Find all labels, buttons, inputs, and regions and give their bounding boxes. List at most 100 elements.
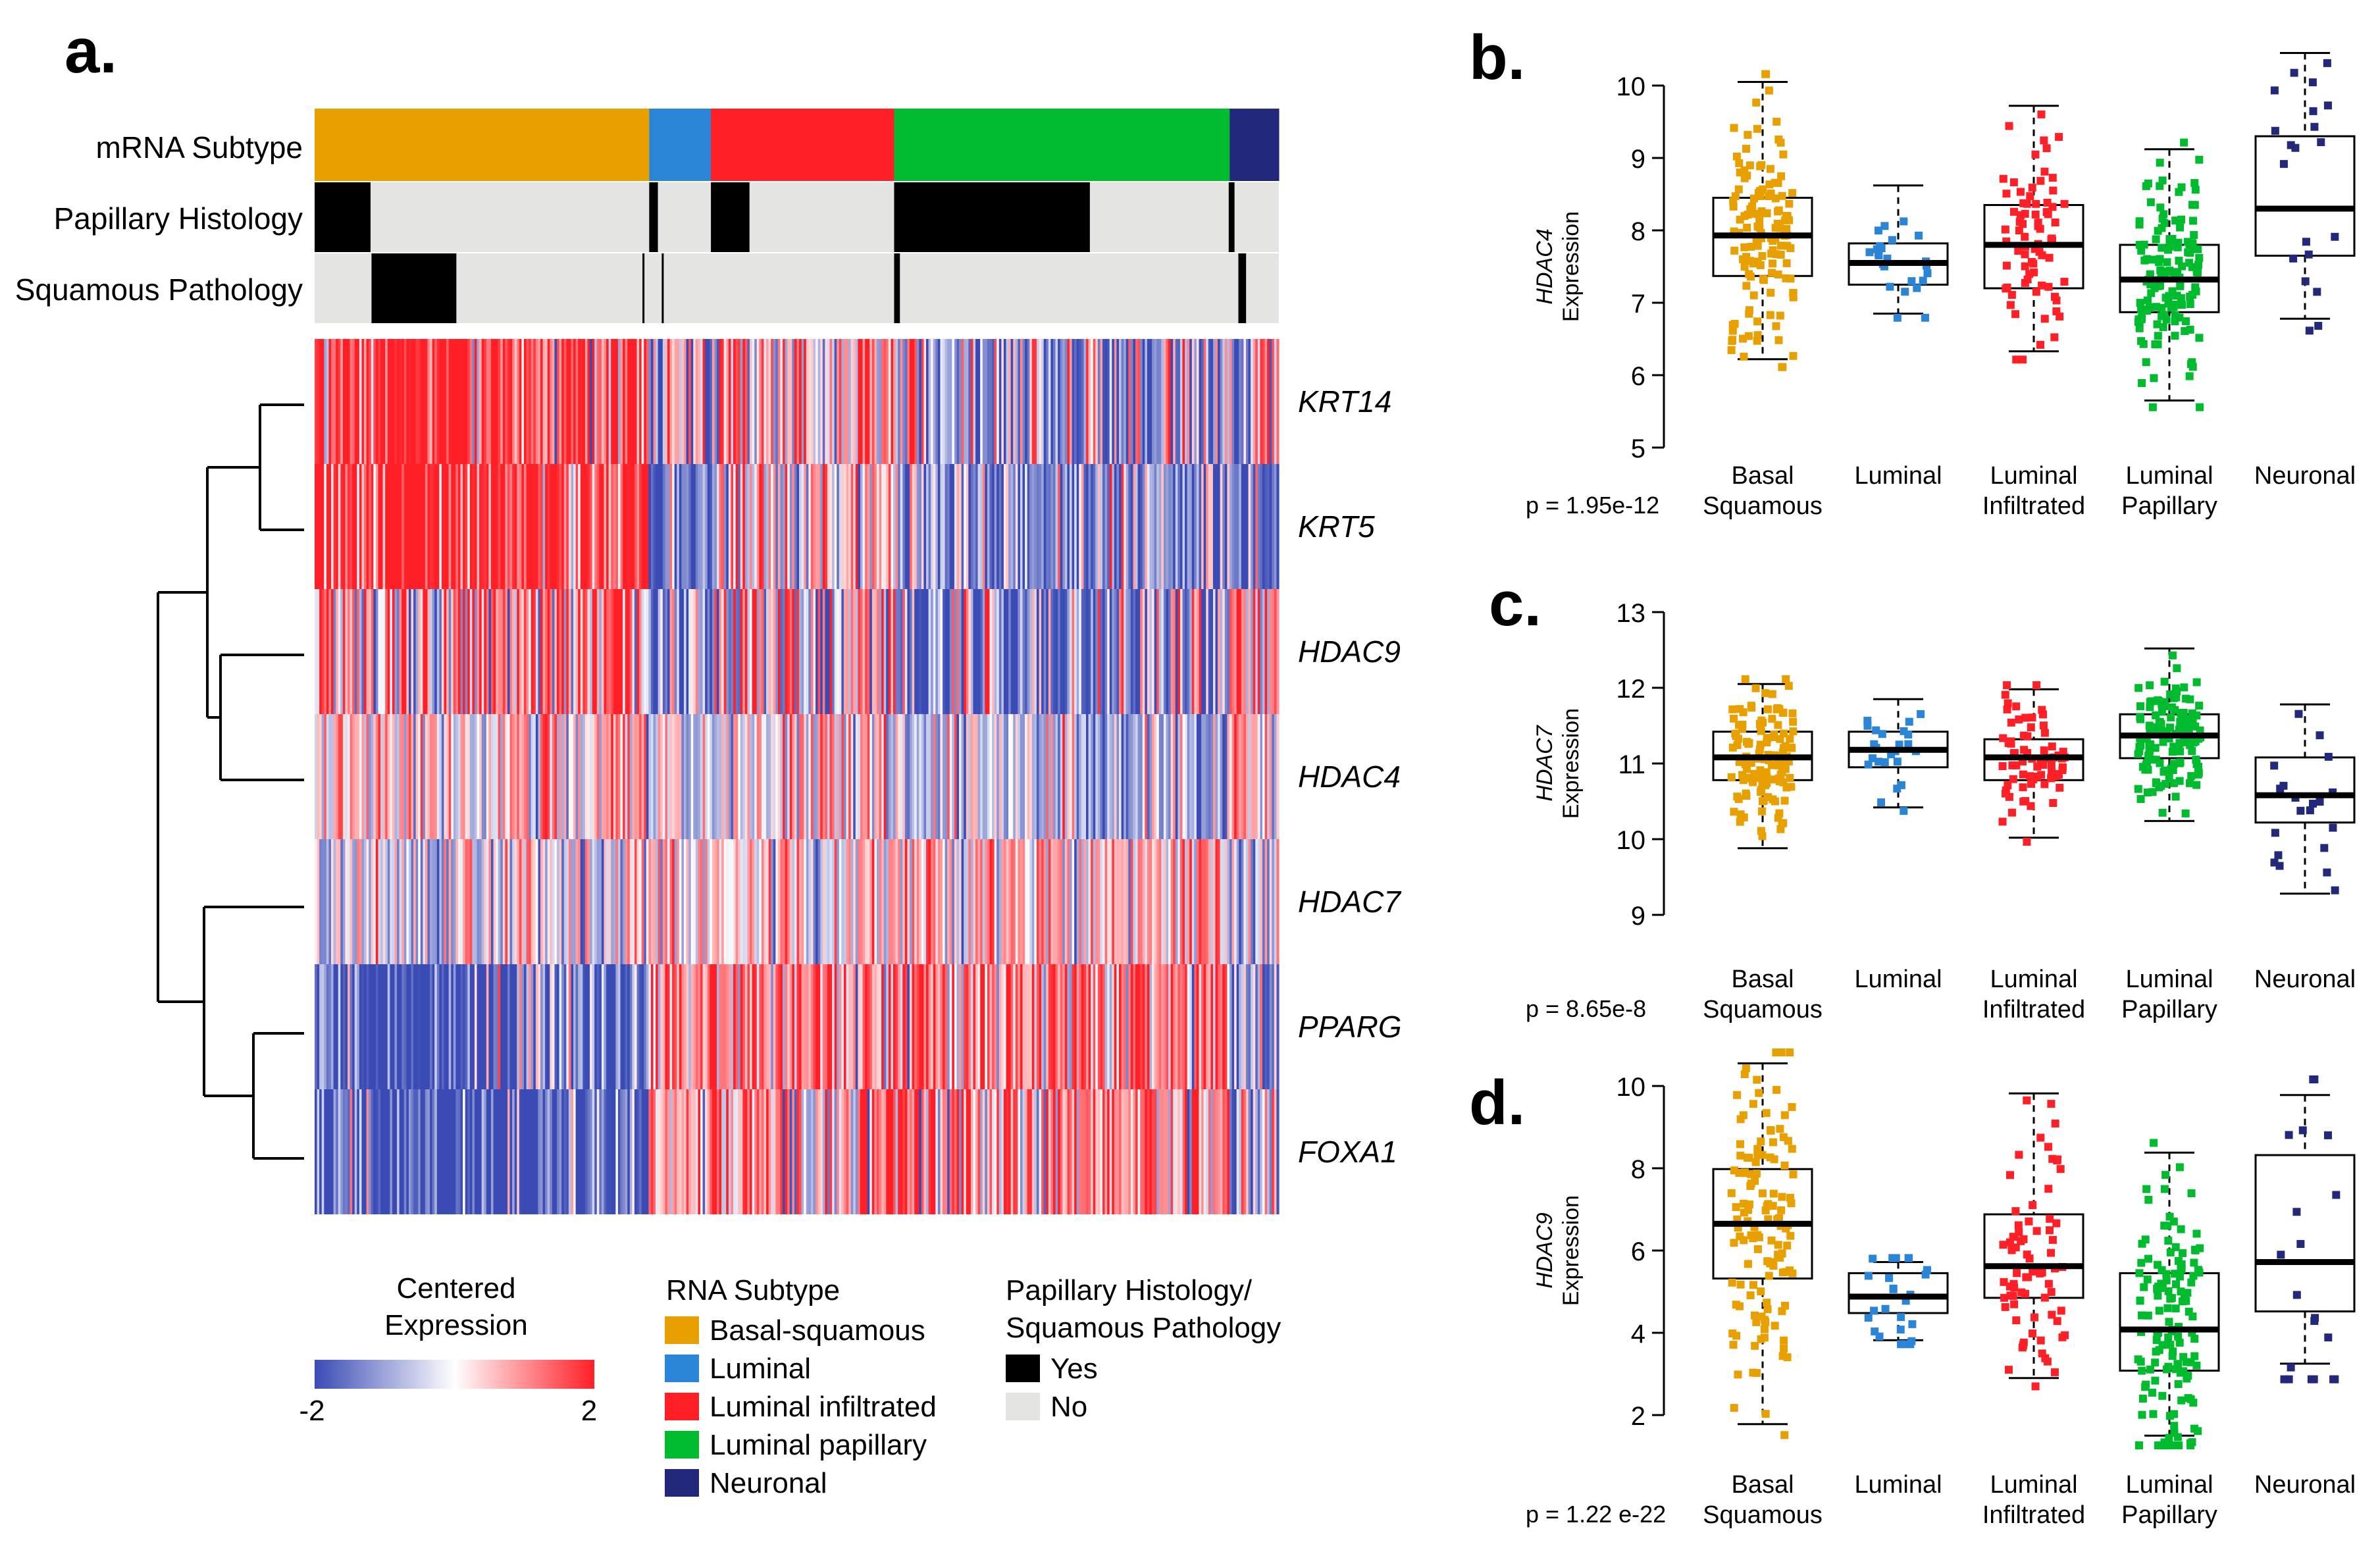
data-point	[2021, 278, 2029, 287]
heatmap-cell	[507, 839, 511, 964]
heatmap-cell	[1109, 339, 1112, 464]
heatmap-cell	[427, 839, 430, 964]
heatmap-cell	[436, 1089, 440, 1214]
heatmap-cell	[799, 464, 802, 589]
heatmap-cell	[1212, 714, 1216, 839]
heatmap-cell	[529, 339, 532, 464]
heatmap-cell	[881, 589, 885, 714]
heatmap-cell	[937, 589, 941, 714]
data-point	[1767, 1126, 1775, 1135]
heatmap-cell	[721, 589, 725, 714]
heatmap-cell	[992, 839, 995, 964]
data-point	[2138, 1366, 2146, 1375]
heatmap-cell	[1072, 839, 1075, 964]
heatmap-cell	[403, 589, 407, 714]
heatmap-cell	[1048, 964, 1051, 1089]
heatmap-cell	[869, 339, 873, 464]
heatmap-cell	[1060, 339, 1063, 464]
heatmap-cell	[968, 714, 971, 839]
data-point	[2136, 795, 2145, 804]
heatmap-cell	[650, 589, 654, 714]
heatmap-cell	[500, 464, 504, 589]
heatmap-cell	[434, 714, 438, 839]
heatmap-cell	[1227, 464, 1230, 589]
heatmap-cell	[785, 1089, 788, 1214]
heatmap-cell	[474, 1089, 478, 1214]
heatmap-cell	[1191, 839, 1195, 964]
heatmap-cell	[923, 464, 927, 589]
heatmap-cell	[665, 589, 668, 714]
heatmap-cell	[904, 464, 908, 589]
data-point	[1888, 236, 1896, 244]
heatmap-cell	[1025, 464, 1028, 589]
heatmap-cell	[463, 839, 466, 964]
data-point	[2137, 1258, 2146, 1267]
heatmap-cell	[1104, 339, 1108, 464]
y-tick-label: 6	[1631, 1237, 1645, 1266]
heatmap-cell	[789, 589, 792, 714]
data-point	[2190, 1258, 2198, 1267]
data-point	[2190, 1352, 2199, 1360]
heatmap-cell	[542, 1089, 546, 1214]
data-point	[2183, 1289, 2192, 1297]
heatmap-cell	[434, 589, 438, 714]
heatmap-cell	[488, 714, 492, 839]
data-point	[2192, 1229, 2201, 1238]
heatmap-cell	[1170, 464, 1174, 589]
heatmap-cell	[667, 339, 671, 464]
gene-label-hdac7: HDAC7	[1298, 885, 1401, 919]
heatmap-cell	[552, 589, 556, 714]
heatmap-cell	[1034, 714, 1037, 839]
data-point	[2156, 203, 2165, 212]
heatmap-cell	[943, 339, 946, 464]
heatmap-cell	[952, 839, 955, 964]
heatmap-cell	[1114, 964, 1118, 1089]
heatmap-cell	[366, 464, 369, 589]
heatmap-cell	[324, 839, 327, 964]
heatmap-cell	[940, 964, 943, 1089]
heatmap-cell	[1227, 1089, 1230, 1214]
heatmap-cell	[519, 1089, 523, 1214]
heatmap-cell	[1013, 714, 1016, 839]
heatmap-cell	[949, 714, 952, 839]
data-point	[1919, 276, 1927, 285]
heatmap-cell	[634, 964, 638, 1089]
heatmap-cell	[477, 464, 480, 589]
heatmap-cell	[954, 339, 958, 464]
data-point	[2019, 770, 2027, 779]
data-point	[1778, 363, 1787, 371]
data-point	[2019, 355, 2027, 364]
data-point	[1886, 282, 1894, 291]
heatmap-cell	[653, 1089, 656, 1214]
data-point	[2032, 772, 2041, 781]
heatmap-cell	[846, 589, 849, 714]
heatmap-cell	[1227, 714, 1230, 839]
heatmap-cell	[714, 964, 717, 1089]
heatmap-cell	[1029, 1089, 1033, 1214]
data-point	[2044, 1279, 2053, 1288]
data-point	[2164, 1287, 2173, 1295]
data-point	[2172, 1280, 2181, 1289]
heatmap-cell	[467, 839, 471, 964]
heatmap-cell	[575, 964, 579, 1089]
heatmap-cell	[789, 714, 792, 839]
heatmap-cell	[702, 714, 706, 839]
heatmap-cell	[711, 589, 715, 714]
heatmap-cell	[1107, 1089, 1110, 1214]
heatmap-cell	[1272, 964, 1275, 1089]
heatmap-cell	[850, 589, 854, 714]
heatmap-cell	[1145, 964, 1148, 1089]
heatmap-cell	[1010, 339, 1014, 464]
data-point	[2294, 710, 2303, 718]
heatmap-cell	[371, 839, 374, 964]
heatmap-cell	[484, 464, 487, 589]
heatmap-cell	[1218, 964, 1221, 1089]
heatmap-cell	[592, 1089, 595, 1214]
heatmap-cell	[1163, 464, 1167, 589]
y-axis-label-expression: Expression	[1559, 708, 1584, 819]
data-point	[2164, 1333, 2173, 1342]
y-axis-label: HDAC9	[1532, 1212, 1557, 1288]
heatmap-cell	[446, 589, 450, 714]
heatmap-cell	[813, 1089, 816, 1214]
heatmap-cell	[529, 464, 532, 589]
